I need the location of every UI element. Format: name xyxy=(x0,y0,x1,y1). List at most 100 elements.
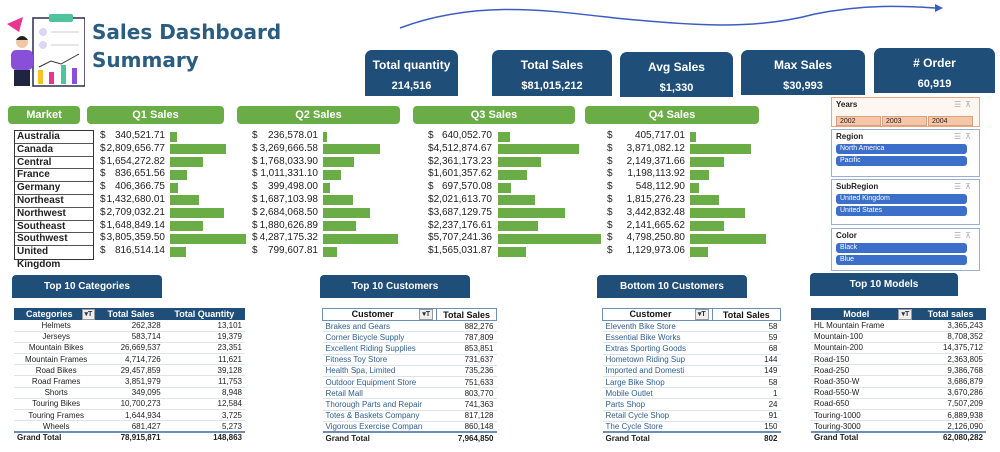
sales-value: 2,361,173.23 xyxy=(433,155,492,167)
sales-row: $4,798,250.80 xyxy=(607,232,770,245)
table-row: Road-650 7,507,209 xyxy=(811,398,986,411)
currency-symbol: $ xyxy=(607,193,613,205)
q2-sales-header: Q2 Sales xyxy=(237,106,400,124)
table-row: Parts Shop 24 xyxy=(602,398,781,411)
currency-symbol: $ xyxy=(100,181,106,193)
table-cell: 735,236 xyxy=(436,365,497,377)
sales-value: 3,269,666.58 xyxy=(259,142,318,154)
kpi-card--order: # Order 60,919 xyxy=(874,48,995,93)
table-cell: 1,644,934 xyxy=(98,409,164,422)
table-row: Eleventh Bike Store 58 xyxy=(602,320,781,333)
sales-bar xyxy=(498,131,510,142)
bottom_customers-header-row: Customer ▾T Total Sales xyxy=(602,308,782,321)
table-row: Essential Bike Works 59 xyxy=(602,331,781,344)
years-item[interactable]: 2002 xyxy=(836,116,881,126)
table-cell: Road-150 xyxy=(811,353,916,366)
column-header-label: Customer xyxy=(351,309,394,319)
clear-filter-icon[interactable]: ☰⊼ xyxy=(953,132,975,141)
filter-dropdown-icon[interactable]: ▾T xyxy=(694,309,709,320)
column-header: Total Sales xyxy=(98,308,164,320)
table-row: Wheels 681,427 5,273 xyxy=(14,420,245,433)
subregion-item[interactable]: United Kingdom xyxy=(836,194,967,204)
sales-row: $1,768,033.90 xyxy=(252,156,402,169)
sales-row: $1,601,357.62 xyxy=(428,168,605,181)
clear-filter-icon[interactable]: ☰⊼ xyxy=(953,231,975,240)
sales-bar xyxy=(323,131,328,142)
q1-sales-column: $340,521.71 $2,809,656.77 $1,654,272.82 $83… xyxy=(100,130,250,258)
grand-total-cell: 802 xyxy=(712,431,781,444)
region-slicer: Region ☰⊼ North America Pacific xyxy=(831,129,980,177)
color-item[interactable]: Black xyxy=(836,243,967,253)
sales-value: 1,011,331.10 xyxy=(260,168,318,180)
table-cell: 1 xyxy=(712,387,781,400)
sales-row: $5,707,241.36 xyxy=(428,232,605,245)
table-row: Touring Bikes 10,700,273 12,584 xyxy=(14,398,245,411)
kpi-value: $81,015,212 xyxy=(521,80,583,92)
sales-row: $1,198,113.92 xyxy=(607,168,770,181)
table-cell: Thorough Parts and Repair xyxy=(322,398,437,411)
table-cell: Eleventh Bike Store xyxy=(602,320,713,333)
table-cell: 23,351 xyxy=(163,342,245,355)
column-header[interactable]: Categories ▾T xyxy=(14,308,99,320)
filter-dropdown-icon[interactable]: ▾T xyxy=(898,308,913,320)
sales-value: 340,521.71 xyxy=(114,130,165,141)
sales-value: 816,514.14 xyxy=(114,245,165,257)
region-item[interactable]: Pacific xyxy=(836,156,967,166)
currency-symbol: $ xyxy=(607,245,613,257)
currency-symbol: $ xyxy=(428,206,434,218)
filter-dropdown-icon[interactable]: ▾T xyxy=(419,309,434,320)
models-header-row: Model ▾T Total sales xyxy=(811,308,986,320)
categories-header-row: Categories ▾T Total Sales Total Quantity xyxy=(14,308,245,320)
kpi-label: Max Sales xyxy=(773,58,833,72)
table-cell: Wheels xyxy=(14,420,99,433)
filter-dropdown-icon[interactable]: ▾T xyxy=(81,308,96,320)
column-header[interactable]: Model ▾T xyxy=(811,308,916,320)
color-slicer: Color ☰⊼ Black Blue xyxy=(831,228,980,271)
years-item[interactable]: 2004 xyxy=(928,116,973,126)
subregion-item[interactable]: United States xyxy=(836,206,967,216)
region-item[interactable]: North America xyxy=(836,144,967,154)
table-cell: Mountain-100 xyxy=(811,331,916,343)
clear-filter-icon[interactable]: ☰⊼ xyxy=(953,182,975,191)
currency-symbol: $ xyxy=(428,142,434,154)
clear-filter-icon[interactable]: ☰⊼ xyxy=(953,100,975,109)
kpi-label: Total Sales xyxy=(520,58,584,72)
table-cell: Hometown Riding Sup xyxy=(602,354,713,366)
table-cell: Totes & Baskets Company xyxy=(322,410,437,422)
table-cell: 11,621 xyxy=(163,353,245,366)
sales-bar xyxy=(323,169,341,180)
table-cell: 10,700,273 xyxy=(98,398,164,411)
sales-bar xyxy=(170,131,177,142)
table-cell: Road-350-W xyxy=(811,375,916,388)
column-header: Total sales xyxy=(915,308,986,320)
table-cell: 39,128 xyxy=(163,364,245,377)
kpi-value: 60,919 xyxy=(917,78,952,90)
column-header[interactable]: Customer ▾T xyxy=(321,308,438,321)
sales-bar xyxy=(170,208,225,219)
market-name: Central xyxy=(15,157,93,170)
color-item[interactable]: Blue xyxy=(836,255,967,265)
currency-symbol: $ xyxy=(428,219,434,231)
table-row: Touring-3000 2,126,090 xyxy=(811,420,986,433)
subregion-slicer-title: SubRegion ☰⊼ xyxy=(836,182,975,192)
table-cell: Extras Sporting Goods xyxy=(602,342,713,355)
table-row: Corner Bicycle Supply 787,809 xyxy=(322,331,497,344)
table-cell: Shorts xyxy=(14,387,99,399)
sales-bar xyxy=(690,233,766,244)
sales-value: 2,684,068.50 xyxy=(259,206,318,218)
currency-symbol: $ xyxy=(428,181,434,193)
currency-symbol: $ xyxy=(252,142,258,154)
decorative-wave xyxy=(399,4,943,29)
table-cell: 59 xyxy=(712,331,781,344)
table-cell: Imported and Domesti xyxy=(602,365,713,377)
table-cell: Fitness Toy Store xyxy=(322,354,437,366)
market-name: Southeast xyxy=(15,221,93,234)
years-item[interactable]: 2003 xyxy=(882,116,927,126)
sales-row: $2,361,173.23 xyxy=(428,156,605,169)
sales-value: 1,880,626.89 xyxy=(259,219,318,231)
kpi-card-avg-sales: Avg Sales $1,330 xyxy=(620,52,733,97)
sales-row: $236,578.01 xyxy=(252,130,402,143)
table-row: Mountain Frames 4,714,726 11,621 xyxy=(14,353,245,366)
column-header[interactable]: Customer ▾T xyxy=(602,308,713,321)
kpi-label: Total quantity xyxy=(372,58,451,72)
